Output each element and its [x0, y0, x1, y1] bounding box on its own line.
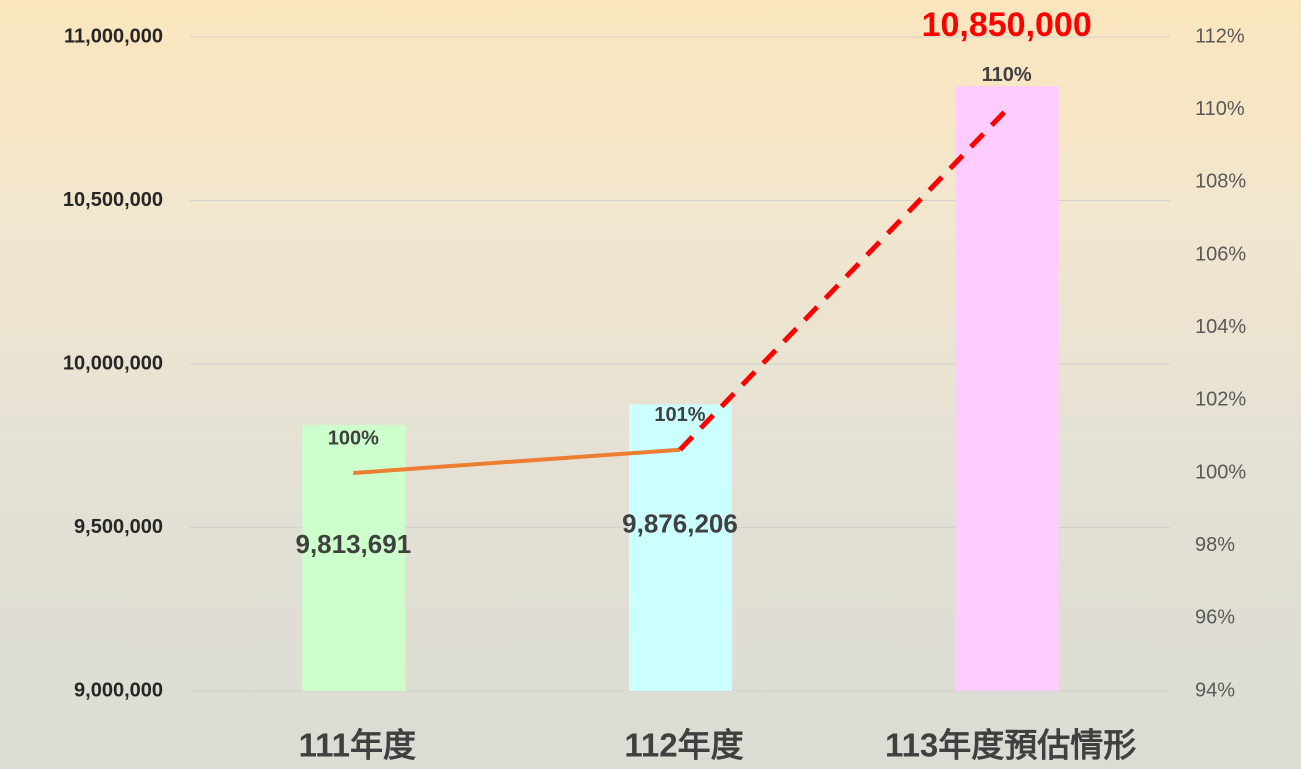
- y2-tick-label: 106%: [1195, 243, 1246, 265]
- line-segment: [353, 447, 681, 475]
- y2-tick-label: 100%: [1195, 461, 1246, 483]
- y2-tick-label: 110%: [1195, 98, 1245, 120]
- bar-label: 10,850,000: [922, 6, 1092, 44]
- y2-tick-label: 108%: [1195, 171, 1246, 193]
- projection-line: [678, 107, 1009, 452]
- y-tick-label: 11,000,000: [64, 25, 163, 47]
- line-label: 110%: [982, 64, 1032, 86]
- y-tick-label: 10,500,000: [63, 189, 163, 211]
- y2-tick-label: 94%: [1195, 679, 1235, 701]
- y2-tick-label: 104%: [1195, 316, 1246, 338]
- bar: [955, 86, 1059, 692]
- x-tick-label: 113年度預估情形: [885, 727, 1136, 764]
- bar-label: 9,876,206: [622, 508, 738, 538]
- y2-tick-label: 96%: [1195, 607, 1235, 629]
- y-tick-label: 9,500,000: [74, 516, 163, 538]
- y2-tick-label: 98%: [1195, 534, 1235, 556]
- y2-tick-label: 112%: [1195, 25, 1245, 47]
- x-tick-label: 111年度: [299, 727, 416, 764]
- x-tick-label: 112年度: [624, 727, 743, 764]
- line-label: 101%: [654, 404, 705, 426]
- bar-label: 9,813,691: [295, 529, 411, 559]
- y-tick-label: 9,000,000: [74, 679, 163, 701]
- line-label: 100%: [328, 427, 379, 449]
- y2-tick-label: 102%: [1195, 389, 1246, 411]
- y-tick-label: 10,000,000: [63, 352, 163, 374]
